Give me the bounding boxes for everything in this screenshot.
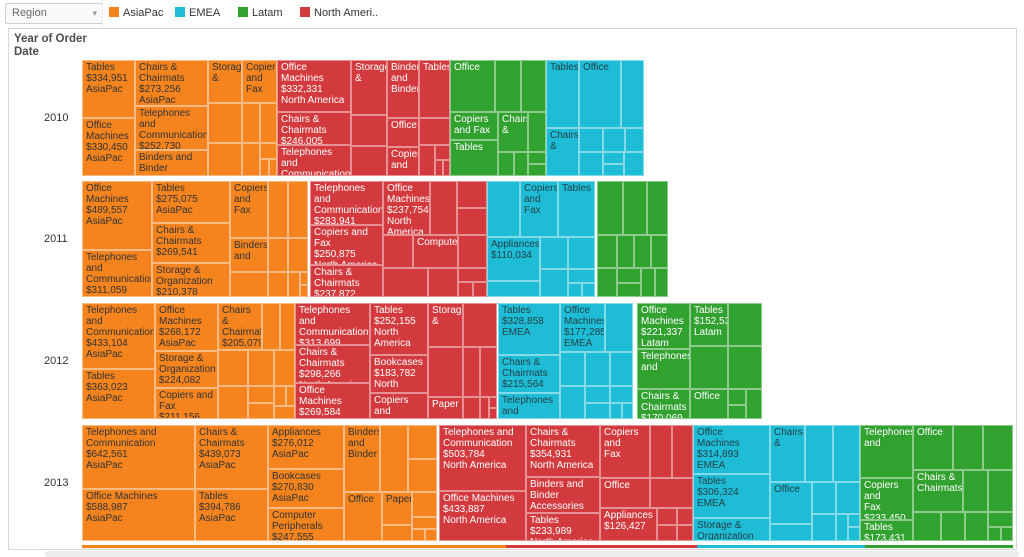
legend-swatch-icon xyxy=(238,7,248,17)
legend-item-asiapac[interactable]: AsiaPac xyxy=(109,7,163,20)
region-filter-dropdown[interactable]: Region ▾ xyxy=(5,3,103,24)
legend-swatch-icon xyxy=(109,7,119,17)
horizontal-scrollbar[interactable] xyxy=(45,551,1019,557)
legend-item-label: AsiaPac xyxy=(123,7,164,19)
color-legend: AsiaPac EMEA Latam North Ameri.. xyxy=(102,0,1023,27)
legend-item-latam[interactable]: Latam xyxy=(238,7,283,20)
filter-legend-bar: Region ▾ AsiaPac EMEA Latam North Ameri.. xyxy=(0,0,1024,27)
legend-swatch-icon xyxy=(300,7,310,17)
chevron-down-icon: ▾ xyxy=(92,8,97,18)
legend-item-north_america[interactable]: North Ameri.. xyxy=(300,7,378,20)
legend-swatch-icon xyxy=(175,7,185,17)
worksheet-panel xyxy=(8,28,1017,550)
legend-item-label: EMEA xyxy=(189,7,221,19)
legend-item-label: North Ameri.. xyxy=(314,7,379,19)
row-header-title: Year of Order Date xyxy=(14,33,87,58)
legend-item-emea[interactable]: EMEA xyxy=(175,7,220,20)
legend-item-label: Latam xyxy=(252,7,283,19)
region-filter-label: Region xyxy=(12,7,47,19)
